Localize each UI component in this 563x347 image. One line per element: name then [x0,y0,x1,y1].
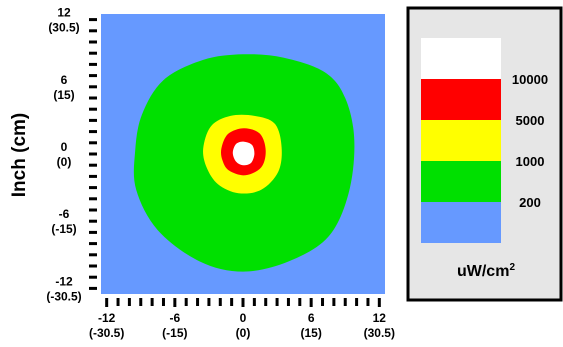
legend-level-label: 1000 [516,154,545,169]
x-tick-sublabel: (30.5) [364,326,395,340]
legend-unit: uW/cm2 [457,262,515,280]
x-tick-sublabel: (-30.5) [89,326,124,340]
legend-level-label: 10000 [512,72,548,87]
y-tick-label: 6 [61,73,68,87]
y-tick-label: 0 [61,140,68,154]
legend-swatches [421,38,501,243]
y-tick-label: -6 [59,207,70,221]
x-tick-label: -12 [98,311,116,325]
y-tick-sublabel: (15) [53,88,74,102]
legend-swatch [421,202,501,243]
y-axis: 12(30.5) 6(15) 0(0) -6(-15) -12(-30.5) [46,6,97,303]
contour-region-3 [232,141,255,166]
x-axis: -12(-30.5) -6(-15) 0(0) 6(15) 12(30.5) [89,298,395,340]
y-tick-sublabel: (30.5) [48,21,79,35]
x-tick-sublabel: (15) [300,326,321,340]
legend-labels: 10000 5000 1000 200 [512,72,548,210]
x-tick-label: 12 [373,311,387,325]
legend-swatch [421,38,501,79]
legend-swatch [421,120,501,161]
plot-area [101,14,385,294]
y-tick-label: 12 [57,6,71,20]
legend-level-label: 5000 [516,113,545,128]
x-tick-label: -6 [170,311,181,325]
x-tick-sublabel: (0) [236,326,251,340]
x-tick-label: 0 [240,311,247,325]
legend-swatch [421,79,501,120]
contour-layers [133,54,355,272]
y-tick-sublabel: (-30.5) [46,289,81,303]
legend-level-label: 200 [519,195,541,210]
legend-swatch [421,161,501,202]
y-axis-label: Inch (cm) [9,113,30,197]
y-tick-sublabel: (-15) [51,222,76,236]
x-tick-label: 6 [308,311,315,325]
legend: 10000 5000 1000 200 uW/cm2 [406,6,563,302]
y-tick-label: -12 [55,274,73,288]
x-tick-sublabel: (-15) [162,326,187,340]
y-tick-sublabel: (0) [57,155,72,169]
